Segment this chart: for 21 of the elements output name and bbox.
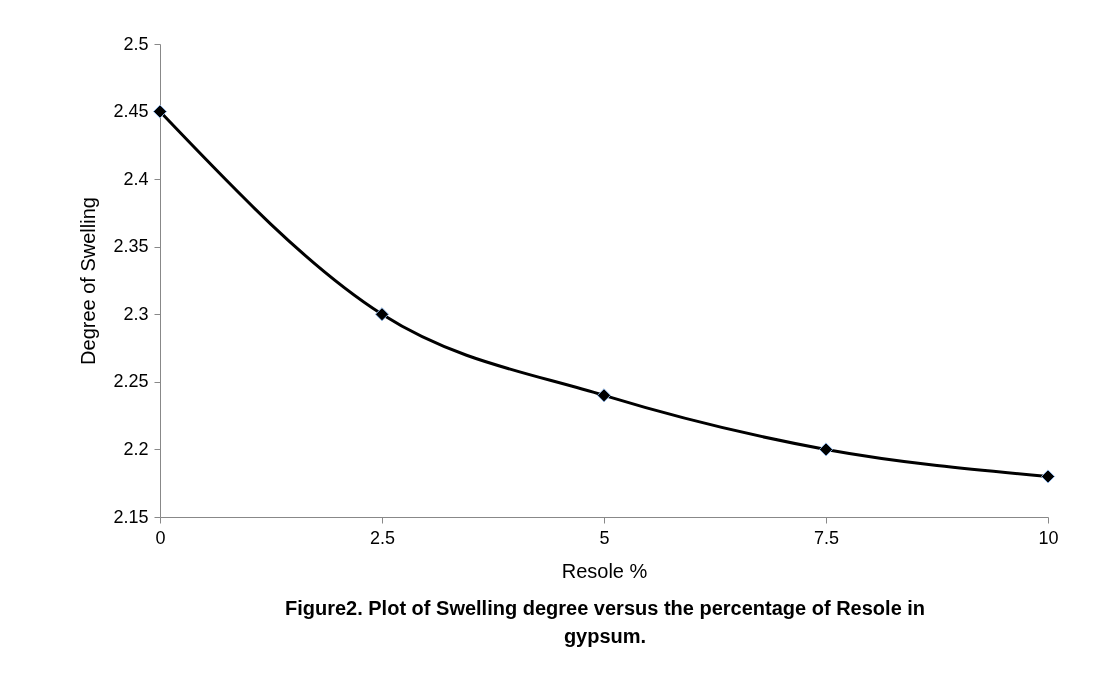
x-axis-title: Resole % [561, 559, 648, 582]
y-tick-label: 2.3 [123, 303, 149, 324]
y-tick-label: 2.5 [123, 33, 149, 54]
y-tick-label: 2.4 [123, 168, 149, 189]
x-tick-label: 0 [155, 527, 166, 548]
x-tick-label: 10 [1038, 527, 1059, 548]
x-tick-label: 7.5 [813, 527, 840, 548]
y-tick-label: 2.2 [123, 438, 149, 459]
point [818, 442, 834, 457]
caption: Figure2. Plot of Swelling degree versus the percentage of Resole in gypsum. [283, 596, 927, 649]
y-axis-title: Degree of Swelling [77, 197, 100, 365]
y-tick-label: 2.25 [113, 371, 149, 392]
point [152, 104, 168, 119]
y-tick-label: 2.15 [113, 506, 149, 527]
point [596, 388, 612, 403]
y-tick-label: 2.35 [113, 236, 149, 257]
x-tick-label: 5 [599, 527, 610, 548]
point [374, 307, 390, 322]
y-tick-label: 2.45 [113, 101, 149, 122]
point [1040, 469, 1056, 484]
x-tick-label: 2.5 [369, 527, 396, 548]
